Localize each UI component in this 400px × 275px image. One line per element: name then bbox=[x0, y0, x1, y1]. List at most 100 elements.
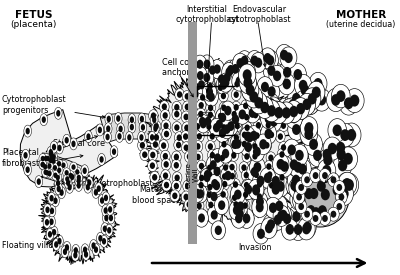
Ellipse shape bbox=[215, 123, 230, 142]
Ellipse shape bbox=[195, 84, 201, 90]
Ellipse shape bbox=[300, 84, 309, 95]
Ellipse shape bbox=[197, 71, 204, 80]
Ellipse shape bbox=[204, 117, 212, 126]
Ellipse shape bbox=[228, 59, 243, 79]
Ellipse shape bbox=[232, 111, 237, 117]
Ellipse shape bbox=[184, 144, 189, 151]
Ellipse shape bbox=[284, 52, 293, 63]
Ellipse shape bbox=[161, 142, 166, 149]
Ellipse shape bbox=[206, 123, 212, 130]
Ellipse shape bbox=[276, 156, 293, 177]
Ellipse shape bbox=[305, 122, 314, 133]
Ellipse shape bbox=[223, 124, 230, 134]
Ellipse shape bbox=[268, 155, 274, 161]
Ellipse shape bbox=[48, 152, 56, 164]
Ellipse shape bbox=[292, 175, 300, 186]
Ellipse shape bbox=[86, 133, 90, 140]
Ellipse shape bbox=[336, 184, 342, 191]
Ellipse shape bbox=[305, 182, 323, 205]
Ellipse shape bbox=[220, 170, 229, 183]
Ellipse shape bbox=[218, 74, 225, 84]
Ellipse shape bbox=[265, 97, 282, 118]
Ellipse shape bbox=[102, 212, 110, 224]
Ellipse shape bbox=[228, 170, 237, 182]
Ellipse shape bbox=[268, 170, 284, 192]
Ellipse shape bbox=[149, 110, 158, 122]
Ellipse shape bbox=[193, 120, 202, 132]
Ellipse shape bbox=[218, 188, 228, 200]
Ellipse shape bbox=[295, 150, 304, 161]
Ellipse shape bbox=[339, 188, 349, 200]
Ellipse shape bbox=[164, 161, 169, 168]
Text: Stromal core: Stromal core bbox=[53, 139, 105, 147]
Ellipse shape bbox=[22, 149, 29, 161]
Ellipse shape bbox=[46, 207, 50, 213]
Ellipse shape bbox=[118, 126, 123, 132]
Ellipse shape bbox=[242, 79, 259, 101]
Ellipse shape bbox=[230, 173, 235, 179]
Ellipse shape bbox=[196, 115, 210, 133]
Ellipse shape bbox=[232, 139, 239, 149]
Ellipse shape bbox=[196, 108, 206, 120]
Ellipse shape bbox=[322, 149, 332, 160]
Ellipse shape bbox=[227, 65, 234, 75]
Ellipse shape bbox=[267, 179, 276, 191]
Ellipse shape bbox=[318, 143, 336, 166]
Ellipse shape bbox=[172, 101, 182, 113]
Ellipse shape bbox=[219, 102, 229, 114]
Ellipse shape bbox=[248, 180, 264, 201]
Ellipse shape bbox=[172, 108, 182, 120]
Ellipse shape bbox=[174, 104, 180, 111]
Ellipse shape bbox=[255, 178, 264, 190]
Ellipse shape bbox=[242, 127, 258, 147]
Ellipse shape bbox=[65, 176, 69, 182]
Polygon shape bbox=[100, 113, 156, 142]
Ellipse shape bbox=[221, 161, 230, 174]
Ellipse shape bbox=[269, 102, 277, 113]
Ellipse shape bbox=[252, 143, 258, 150]
Ellipse shape bbox=[152, 117, 156, 123]
Circle shape bbox=[305, 181, 336, 213]
Ellipse shape bbox=[338, 147, 358, 170]
Ellipse shape bbox=[204, 170, 211, 179]
Ellipse shape bbox=[331, 136, 350, 159]
Ellipse shape bbox=[148, 131, 156, 143]
Ellipse shape bbox=[194, 189, 201, 198]
Ellipse shape bbox=[46, 228, 54, 240]
Ellipse shape bbox=[338, 172, 357, 196]
Ellipse shape bbox=[284, 98, 301, 119]
Ellipse shape bbox=[328, 178, 346, 202]
Ellipse shape bbox=[186, 162, 196, 174]
Ellipse shape bbox=[82, 167, 87, 174]
Ellipse shape bbox=[229, 149, 238, 161]
Ellipse shape bbox=[218, 73, 233, 92]
Ellipse shape bbox=[229, 139, 239, 151]
Ellipse shape bbox=[193, 141, 203, 152]
Ellipse shape bbox=[66, 180, 70, 186]
Ellipse shape bbox=[104, 195, 108, 201]
Ellipse shape bbox=[250, 157, 265, 177]
Ellipse shape bbox=[170, 190, 180, 202]
Ellipse shape bbox=[296, 200, 307, 214]
Ellipse shape bbox=[140, 116, 144, 122]
Ellipse shape bbox=[196, 99, 206, 111]
Ellipse shape bbox=[43, 164, 47, 170]
Ellipse shape bbox=[114, 112, 122, 125]
Ellipse shape bbox=[232, 132, 241, 144]
Ellipse shape bbox=[336, 90, 346, 102]
Ellipse shape bbox=[234, 81, 240, 87]
Ellipse shape bbox=[58, 187, 66, 199]
Ellipse shape bbox=[301, 207, 313, 221]
Ellipse shape bbox=[310, 211, 321, 225]
Ellipse shape bbox=[55, 183, 62, 195]
Ellipse shape bbox=[260, 48, 276, 68]
Ellipse shape bbox=[181, 131, 190, 142]
Ellipse shape bbox=[195, 209, 208, 227]
Ellipse shape bbox=[225, 67, 233, 77]
Ellipse shape bbox=[45, 170, 49, 176]
Ellipse shape bbox=[340, 129, 350, 141]
Ellipse shape bbox=[194, 130, 204, 142]
Ellipse shape bbox=[321, 189, 330, 200]
Ellipse shape bbox=[241, 180, 256, 200]
Ellipse shape bbox=[232, 72, 247, 91]
